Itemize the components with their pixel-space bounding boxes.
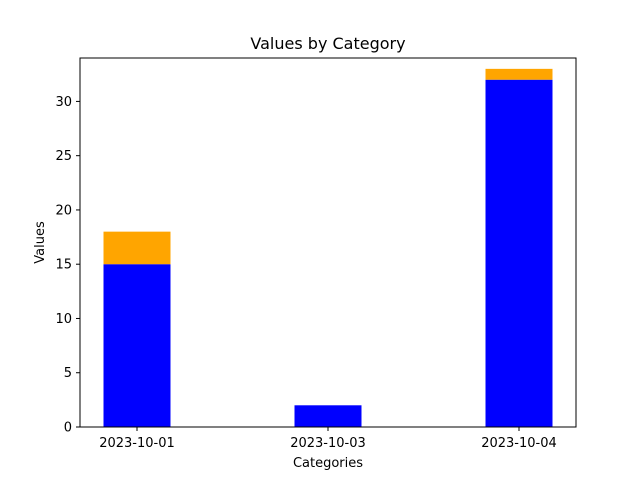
y-tick-label: 20 [55, 203, 72, 218]
bar-2023-10-03-segment-1 [294, 405, 362, 427]
x-tick-label: 2023-10-04 [481, 436, 557, 451]
y-tick-label: 10 [55, 312, 72, 327]
y-tick-label: 15 [55, 258, 72, 273]
y-tick-label: 0 [64, 421, 72, 436]
y-tick-label: 5 [64, 366, 72, 381]
x-axis-ticks: 2023-10-01 2023-10-03 2023-10-04 [99, 427, 557, 451]
y-tick-label: 30 [55, 95, 72, 110]
y-axis-label: Values [33, 221, 48, 264]
bar-2023-10-01-segment-1 [103, 264, 171, 427]
y-axis-ticks: 0 5 10 15 20 25 30 [55, 95, 80, 436]
bar-2023-10-01-segment-2 [103, 231, 171, 265]
plot-frame [79, 57, 577, 428]
x-tick-label: 2023-10-03 [290, 436, 366, 451]
x-axis-label: Categories [293, 456, 363, 471]
chart-title: Values by Category [250, 34, 405, 53]
x-tick-label: 2023-10-01 [99, 436, 175, 451]
bar-2023-10-04-segment-2 [485, 68, 553, 80]
bar-2023-10-04-segment-1 [485, 79, 553, 428]
bars-group [103, 68, 553, 428]
y-tick-label: 25 [55, 149, 72, 164]
